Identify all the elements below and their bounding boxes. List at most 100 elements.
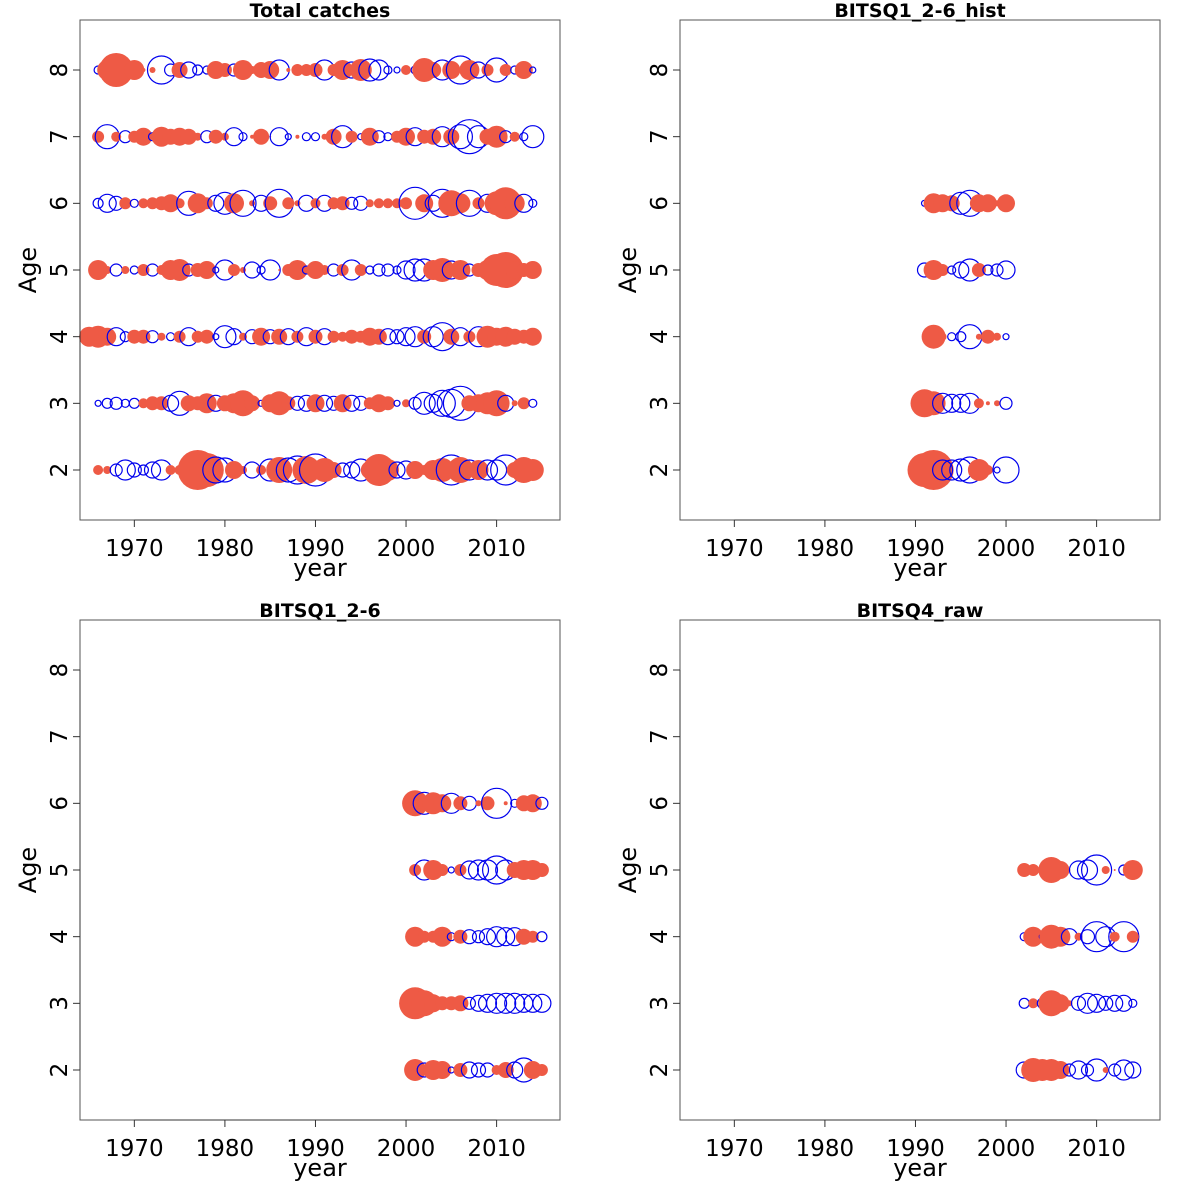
panel-title: BITSQ4_raw — [857, 600, 984, 622]
positive-residual-bubble — [1028, 998, 1039, 1009]
bubble-group — [79, 53, 545, 490]
y-tick-label: 5 — [647, 863, 673, 878]
negative-residual-bubble — [992, 456, 1020, 484]
positive-residual-bubble — [475, 800, 482, 807]
negative-residual-bubble — [462, 996, 476, 1010]
positive-residual-bubble — [509, 131, 520, 142]
negative-residual-bubble — [396, 327, 416, 347]
positive-residual-bubble — [480, 796, 495, 811]
negative-residual-bubble — [931, 392, 954, 414]
negative-residual-bubble — [947, 265, 957, 275]
negative-residual-bubble — [1108, 1063, 1122, 1077]
positive-residual-bubble — [483, 390, 510, 417]
y-tick-label: 4 — [47, 929, 73, 944]
negative-residual-bubble — [1068, 1060, 1089, 1080]
positive-residual-bubble — [503, 801, 508, 806]
y-tick-label: 8 — [47, 63, 73, 78]
negative-residual-bubble — [1070, 995, 1087, 1011]
y-tick-label: 6 — [647, 796, 673, 811]
negative-residual-bubble — [931, 459, 954, 481]
negative-residual-bubble — [471, 930, 486, 944]
negative-residual-bubble — [310, 132, 321, 142]
negative-residual-bubble — [486, 459, 508, 481]
positive-residual-bubble — [1102, 1067, 1109, 1073]
positive-residual-bubble — [409, 864, 422, 876]
positive-residual-bubble — [278, 269, 281, 271]
negative-residual-bubble — [92, 197, 104, 209]
negative-residual-bubble — [514, 193, 534, 213]
positive-residual-bubble — [1050, 926, 1071, 947]
negative-residual-bubble — [1068, 860, 1089, 880]
negative-residual-bubble — [477, 993, 498, 1013]
positive-residual-bubble — [208, 129, 223, 144]
negative-residual-bubble — [536, 931, 548, 943]
negative-residual-bubble — [496, 927, 516, 947]
negative-residual-bubble — [486, 992, 508, 1014]
positive-residual-bubble — [523, 261, 542, 279]
negative-residual-bubble — [523, 993, 543, 1013]
positive-residual-bubble — [943, 195, 960, 212]
negative-residual-bubble — [365, 265, 375, 275]
positive-residual-bubble — [271, 328, 288, 345]
positive-residual-bubble — [92, 130, 105, 143]
y-tick-label: 6 — [647, 196, 673, 211]
positive-residual-bubble — [1051, 1061, 1070, 1079]
positive-residual-bubble — [400, 197, 412, 210]
positive-residual-bubble — [982, 465, 993, 475]
positive-residual-bubble — [282, 197, 295, 210]
x-tick-label: 2000 — [977, 1136, 1036, 1162]
negative-residual-bubble — [301, 132, 311, 142]
negative-residual-bubble — [1086, 993, 1107, 1013]
negative-residual-bubble — [412, 391, 436, 415]
x-tick-label: 2000 — [377, 536, 436, 562]
x-tick-label: 1970 — [105, 536, 164, 562]
y-tick-label: 7 — [47, 729, 73, 744]
positive-residual-bubble — [523, 1061, 542, 1079]
positive-residual-bubble — [463, 330, 476, 343]
positive-residual-bubble — [138, 398, 149, 409]
positive-residual-bubble — [433, 1061, 452, 1079]
positive-residual-bubble — [344, 329, 359, 344]
negative-residual-bubble — [495, 992, 517, 1014]
x-tick-label: 1980 — [796, 1136, 855, 1162]
positive-residual-bubble — [515, 928, 532, 945]
positive-residual-bubble — [228, 264, 240, 276]
negative-residual-bubble — [109, 396, 123, 410]
x-tick-label: 2000 — [377, 1136, 436, 1162]
positive-residual-bubble — [295, 134, 300, 139]
positive-residual-bubble — [136, 329, 151, 344]
positive-residual-bubble — [376, 459, 399, 481]
negative-residual-bubble — [519, 132, 529, 142]
positive-residual-bubble — [306, 261, 325, 279]
positive-residual-bubble — [406, 461, 425, 479]
y-tick-label: 2 — [647, 463, 673, 478]
positive-residual-bubble — [997, 194, 1015, 213]
negative-residual-bubble — [393, 399, 401, 407]
positive-residual-bubble — [103, 266, 112, 274]
positive-residual-bubble — [360, 127, 379, 146]
x-tick-label: 1980 — [196, 536, 255, 562]
positive-residual-bubble — [453, 796, 468, 811]
positive-residual-bubble — [971, 263, 986, 277]
x-tick-label: 1980 — [796, 536, 855, 562]
bubble-group — [907, 189, 1020, 490]
positive-residual-bubble — [380, 396, 395, 411]
negative-residual-bubble — [1076, 859, 1099, 881]
y-tick-label: 3 — [47, 396, 73, 411]
negative-residual-bubble — [143, 461, 162, 479]
positive-residual-bubble — [308, 63, 323, 77]
positive-residual-bubble — [370, 328, 387, 345]
positive-residual-bubble — [171, 62, 188, 78]
x-tick-label: 1990 — [886, 536, 945, 562]
positive-residual-bubble — [287, 260, 308, 280]
negative-residual-bubble — [1062, 1063, 1077, 1077]
positive-residual-bubble — [511, 400, 518, 407]
negative-residual-bubble — [224, 127, 244, 147]
x-axis-title: year — [893, 1154, 947, 1182]
positive-residual-bubble — [197, 261, 216, 279]
negative-residual-bubble — [315, 394, 334, 412]
y-tick-label: 4 — [647, 929, 673, 944]
positive-residual-bubble — [168, 259, 191, 281]
